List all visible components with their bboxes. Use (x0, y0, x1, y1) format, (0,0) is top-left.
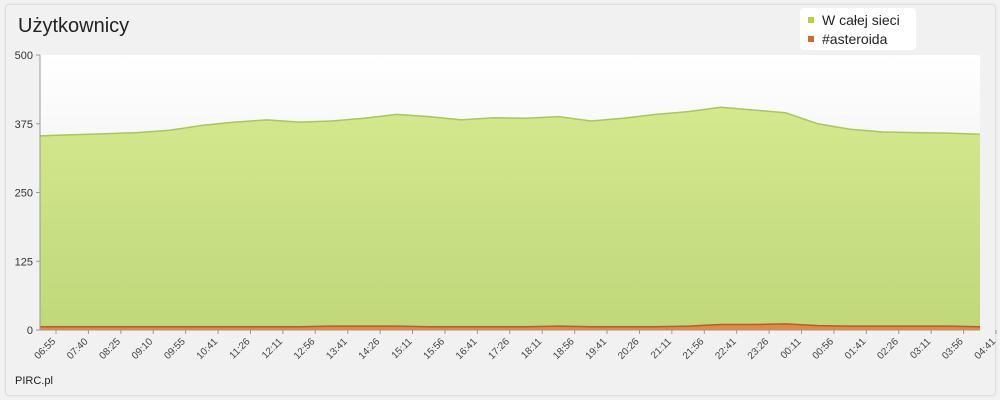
legend-swatch-channel (808, 36, 814, 43)
x-tick-label: 10:41 (195, 336, 221, 362)
y-tick-label: 250 (15, 188, 33, 200)
x-tick-label: 20:26 (616, 336, 642, 362)
x-tick-label: 11:26 (228, 336, 253, 361)
legend-label-channel: #asteroida (822, 31, 888, 47)
y-tick-label: 125 (15, 256, 33, 268)
y-tick-label: 0 (27, 325, 33, 337)
chart-title: Użytkownicy (18, 15, 130, 37)
x-tick-label: 08:25 (97, 336, 123, 362)
x-tick-label: 07:40 (65, 336, 91, 362)
x-tick-label: 19:41 (584, 336, 610, 362)
x-tick-label: 16:41 (454, 336, 480, 362)
x-tick-label: 15:11 (390, 336, 415, 361)
x-tick-label: 23:26 (746, 336, 772, 362)
x-tick-label: 13:41 (324, 336, 350, 362)
footer-credit: PIRC.pl (15, 375, 53, 387)
x-tick-label: 12:56 (292, 336, 318, 362)
series-line-1 (40, 323, 981, 328)
x-tick-label: 09:55 (162, 336, 188, 362)
x-tick-label: 22:41 (713, 336, 739, 362)
x-tick-label: 03:56 (940, 336, 966, 362)
legend-label-network: W całej sieci (822, 12, 900, 28)
legend-swatch-network (808, 17, 814, 24)
legend: W całej sieci #asteroida (800, 8, 916, 50)
x-tick-label: 21:56 (681, 336, 707, 362)
y-tick-label: 500 (15, 50, 33, 62)
series-area-0 (40, 107, 980, 330)
x-tick-label: 15:56 (422, 336, 448, 362)
x-tick-label: 18:11 (519, 336, 544, 361)
x-tick-label: 06:55 (33, 336, 59, 362)
x-tick-label: 00:56 (811, 336, 837, 362)
x-tick-label: 04:41 (973, 336, 999, 362)
x-tick-label: 17:26 (486, 336, 512, 362)
x-tick-label: 01:41 (843, 336, 869, 362)
x-tick-label: 21:11 (649, 336, 674, 361)
x-tick-label: 02:26 (875, 336, 901, 362)
series-line-0 (39, 106, 981, 137)
x-tick-label: 03:11 (908, 336, 933, 361)
x-tick-label: 12:11 (260, 336, 285, 361)
x-tick-label: 00:11 (779, 336, 804, 361)
legend-item-channel[interactable]: #asteroida (808, 29, 887, 49)
y-tick-label: 375 (15, 119, 33, 131)
x-tick-label: 09:10 (130, 336, 156, 362)
x-tick-label: 14:26 (357, 336, 383, 362)
x-tick-label: 18:56 (551, 336, 577, 362)
legend-item-network[interactable]: W całej sieci (808, 10, 900, 30)
